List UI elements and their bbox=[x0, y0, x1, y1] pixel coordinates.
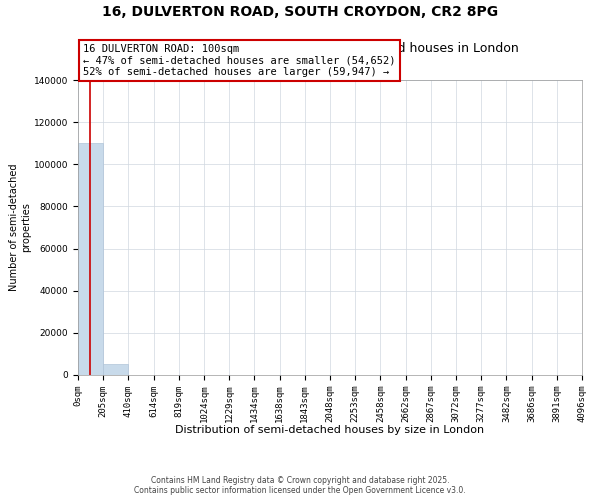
Y-axis label: Number of semi-detached
properties: Number of semi-detached properties bbox=[10, 164, 31, 291]
Title: Size of property relative to semi-detached houses in London: Size of property relative to semi-detach… bbox=[141, 42, 519, 55]
Bar bbox=[78, 143, 103, 375]
Text: 16, DULVERTON ROAD, SOUTH CROYDON, CR2 8PG: 16, DULVERTON ROAD, SOUTH CROYDON, CR2 8… bbox=[102, 5, 498, 19]
Text: 16 DULVERTON ROAD: 100sqm
← 47% of semi-detached houses are smaller (54,652)
52%: 16 DULVERTON ROAD: 100sqm ← 47% of semi-… bbox=[83, 44, 395, 77]
Bar bbox=[103, 364, 128, 375]
X-axis label: Distribution of semi-detached houses by size in London: Distribution of semi-detached houses by … bbox=[175, 425, 485, 435]
Text: Contains HM Land Registry data © Crown copyright and database right 2025.
Contai: Contains HM Land Registry data © Crown c… bbox=[134, 476, 466, 495]
